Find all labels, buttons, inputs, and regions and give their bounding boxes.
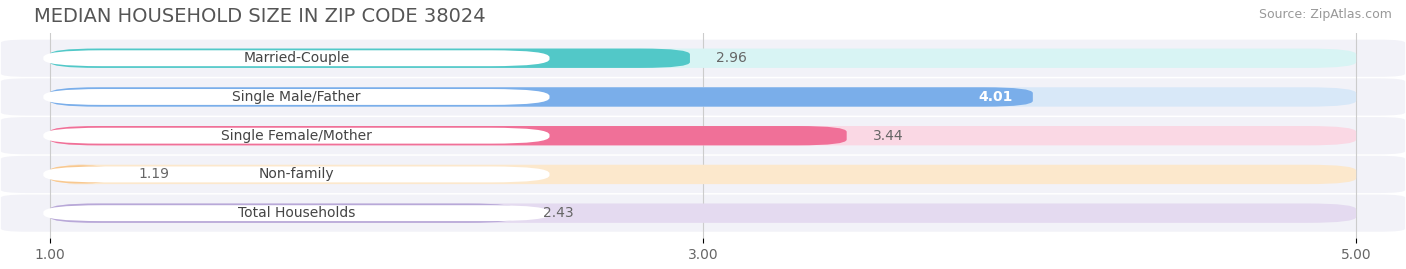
FancyBboxPatch shape bbox=[49, 126, 1357, 145]
Text: Single Male/Father: Single Male/Father bbox=[232, 90, 361, 104]
FancyBboxPatch shape bbox=[49, 48, 1357, 68]
Text: 1.19: 1.19 bbox=[138, 167, 169, 181]
FancyBboxPatch shape bbox=[49, 126, 846, 145]
Text: Single Female/Mother: Single Female/Mother bbox=[221, 129, 371, 143]
FancyBboxPatch shape bbox=[49, 203, 517, 223]
FancyBboxPatch shape bbox=[49, 165, 1357, 184]
Text: Married-Couple: Married-Couple bbox=[243, 51, 350, 65]
FancyBboxPatch shape bbox=[1, 156, 1405, 193]
FancyBboxPatch shape bbox=[44, 50, 550, 66]
FancyBboxPatch shape bbox=[49, 87, 1357, 107]
FancyBboxPatch shape bbox=[49, 165, 112, 184]
FancyBboxPatch shape bbox=[44, 128, 550, 144]
Text: 4.01: 4.01 bbox=[979, 90, 1014, 104]
Text: 2.43: 2.43 bbox=[543, 206, 574, 220]
FancyBboxPatch shape bbox=[49, 87, 1033, 107]
Text: Total Households: Total Households bbox=[238, 206, 356, 220]
FancyBboxPatch shape bbox=[1, 117, 1405, 154]
FancyBboxPatch shape bbox=[1, 78, 1405, 116]
Text: Source: ZipAtlas.com: Source: ZipAtlas.com bbox=[1258, 8, 1392, 21]
Text: 3.44: 3.44 bbox=[873, 129, 904, 143]
FancyBboxPatch shape bbox=[1, 40, 1405, 77]
FancyBboxPatch shape bbox=[44, 167, 550, 182]
Text: Non-family: Non-family bbox=[259, 167, 335, 181]
FancyBboxPatch shape bbox=[44, 205, 550, 221]
FancyBboxPatch shape bbox=[49, 48, 690, 68]
FancyBboxPatch shape bbox=[1, 194, 1405, 232]
Text: 2.96: 2.96 bbox=[716, 51, 747, 65]
Text: MEDIAN HOUSEHOLD SIZE IN ZIP CODE 38024: MEDIAN HOUSEHOLD SIZE IN ZIP CODE 38024 bbox=[34, 7, 485, 26]
FancyBboxPatch shape bbox=[44, 89, 550, 105]
FancyBboxPatch shape bbox=[49, 203, 1357, 223]
